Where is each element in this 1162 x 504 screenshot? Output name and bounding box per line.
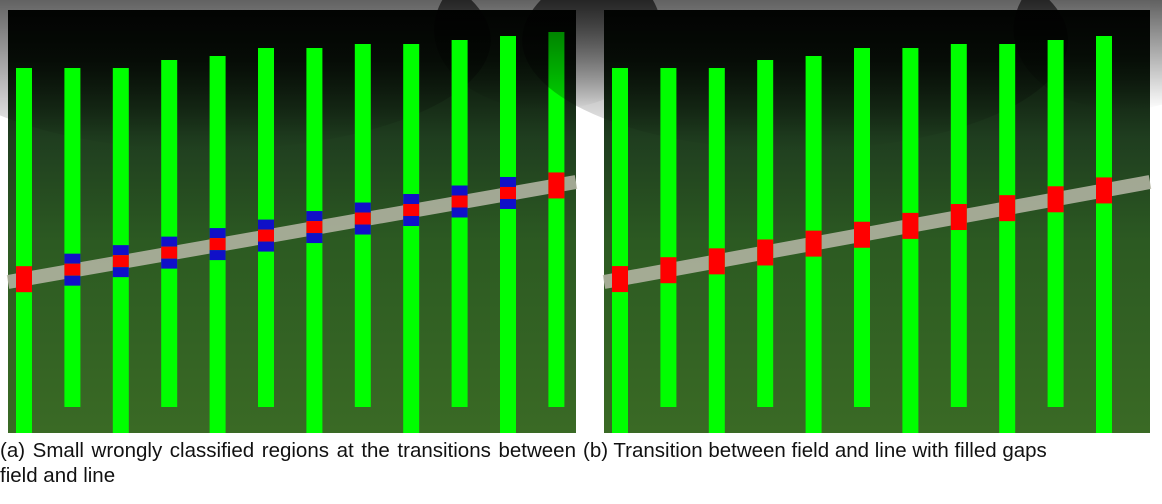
wrong-region [210, 250, 226, 260]
line-region [757, 239, 773, 265]
wrong-region [113, 267, 129, 277]
wrong-region [306, 211, 322, 221]
scanline [500, 36, 516, 433]
scanline [1048, 40, 1064, 407]
wrong-region [355, 203, 371, 213]
scanline [403, 44, 419, 433]
scanline [612, 68, 628, 433]
line-region [306, 221, 322, 233]
wrong-region [210, 228, 226, 238]
line-region [854, 222, 870, 248]
line-region [113, 255, 129, 267]
line-region [452, 195, 468, 207]
line-region [500, 187, 516, 199]
line-region [161, 247, 177, 259]
line-region [548, 172, 564, 198]
line-region [709, 248, 725, 274]
line-region [902, 213, 918, 239]
line-region [403, 204, 419, 216]
line-region [355, 213, 371, 225]
wrong-region [500, 199, 516, 209]
wrong-region [64, 254, 80, 264]
line-region [612, 266, 628, 292]
scanline [902, 48, 918, 433]
wrong-region [258, 242, 274, 252]
wrong-region [500, 177, 516, 187]
scanline [161, 60, 177, 407]
caption: (a) Small wrongly classified regions at … [0, 438, 576, 488]
scanline [1096, 36, 1112, 433]
wrong-region [113, 245, 129, 255]
wrong-region [161, 259, 177, 269]
wrong-region [258, 220, 274, 230]
scanline [999, 44, 1015, 433]
line-region [660, 257, 676, 283]
line-region [16, 266, 32, 292]
image-b [522, 0, 1162, 433]
wrong-region [452, 207, 468, 217]
line-region [1048, 186, 1064, 212]
line-region [806, 231, 822, 257]
scanline [64, 68, 80, 407]
figure-images [0, 0, 1162, 434]
scanline [452, 40, 468, 407]
scanline [16, 68, 32, 433]
wrong-region [306, 233, 322, 243]
wrong-region [452, 185, 468, 195]
line-region [951, 204, 967, 230]
line-region [258, 230, 274, 242]
wrong-region [161, 237, 177, 247]
wrong-region [403, 194, 419, 204]
figure: (a) Small wrongly classified regions at … [0, 0, 1162, 504]
caption: (b) Transition between field and line wi… [583, 438, 1150, 463]
line-region [64, 264, 80, 276]
wrong-region [403, 216, 419, 226]
scanline [757, 60, 773, 407]
wrong-region [64, 276, 80, 286]
scanline [660, 68, 676, 407]
line-region [210, 238, 226, 250]
line-region [999, 195, 1015, 221]
wrong-region [355, 225, 371, 235]
line-region [1096, 177, 1112, 203]
